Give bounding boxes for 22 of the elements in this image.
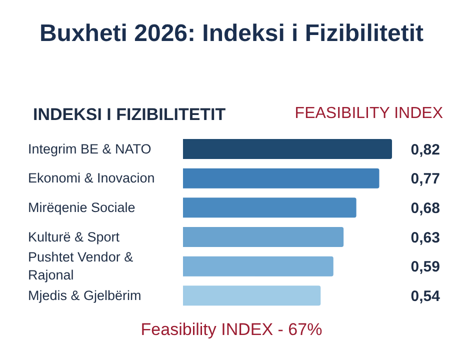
y-tick-label: Ekonomi & Inovacion [28,170,155,186]
chart-title: Buxheti 2026: Indeksi i Fizibilitetit [38,19,425,49]
bar [183,227,344,247]
data-label: 0,63 [410,229,440,246]
bar [183,256,334,276]
y-tick-label: Pushtet Vendor & Rajonal [28,250,134,283]
text: Feasibility INDEX - 67% [140,320,324,340]
data-label: 0,54 [410,288,441,305]
bar [183,286,321,306]
data-label: 0,82 [410,141,440,158]
bar [183,168,380,188]
data-label: 0,59 [410,258,440,276]
y-tick-label: Mirëqenie Sociale [28,200,136,216]
y-tick-label: Integrim BE & NATO [28,141,152,156]
y-tick-label: Kulturë & Sport [28,229,120,244]
chart-subtitle: INDEKSI I FIZIBILITETIT [33,105,226,125]
data-label: 0,68 [410,200,440,217]
text: FEASIBILITY INDEX [294,105,443,123]
bar [183,198,356,218]
bar [183,139,392,159]
data-label: 0,77 [410,170,440,188]
y-tick-label: Mjedis & Gjelbërim [28,288,142,304]
